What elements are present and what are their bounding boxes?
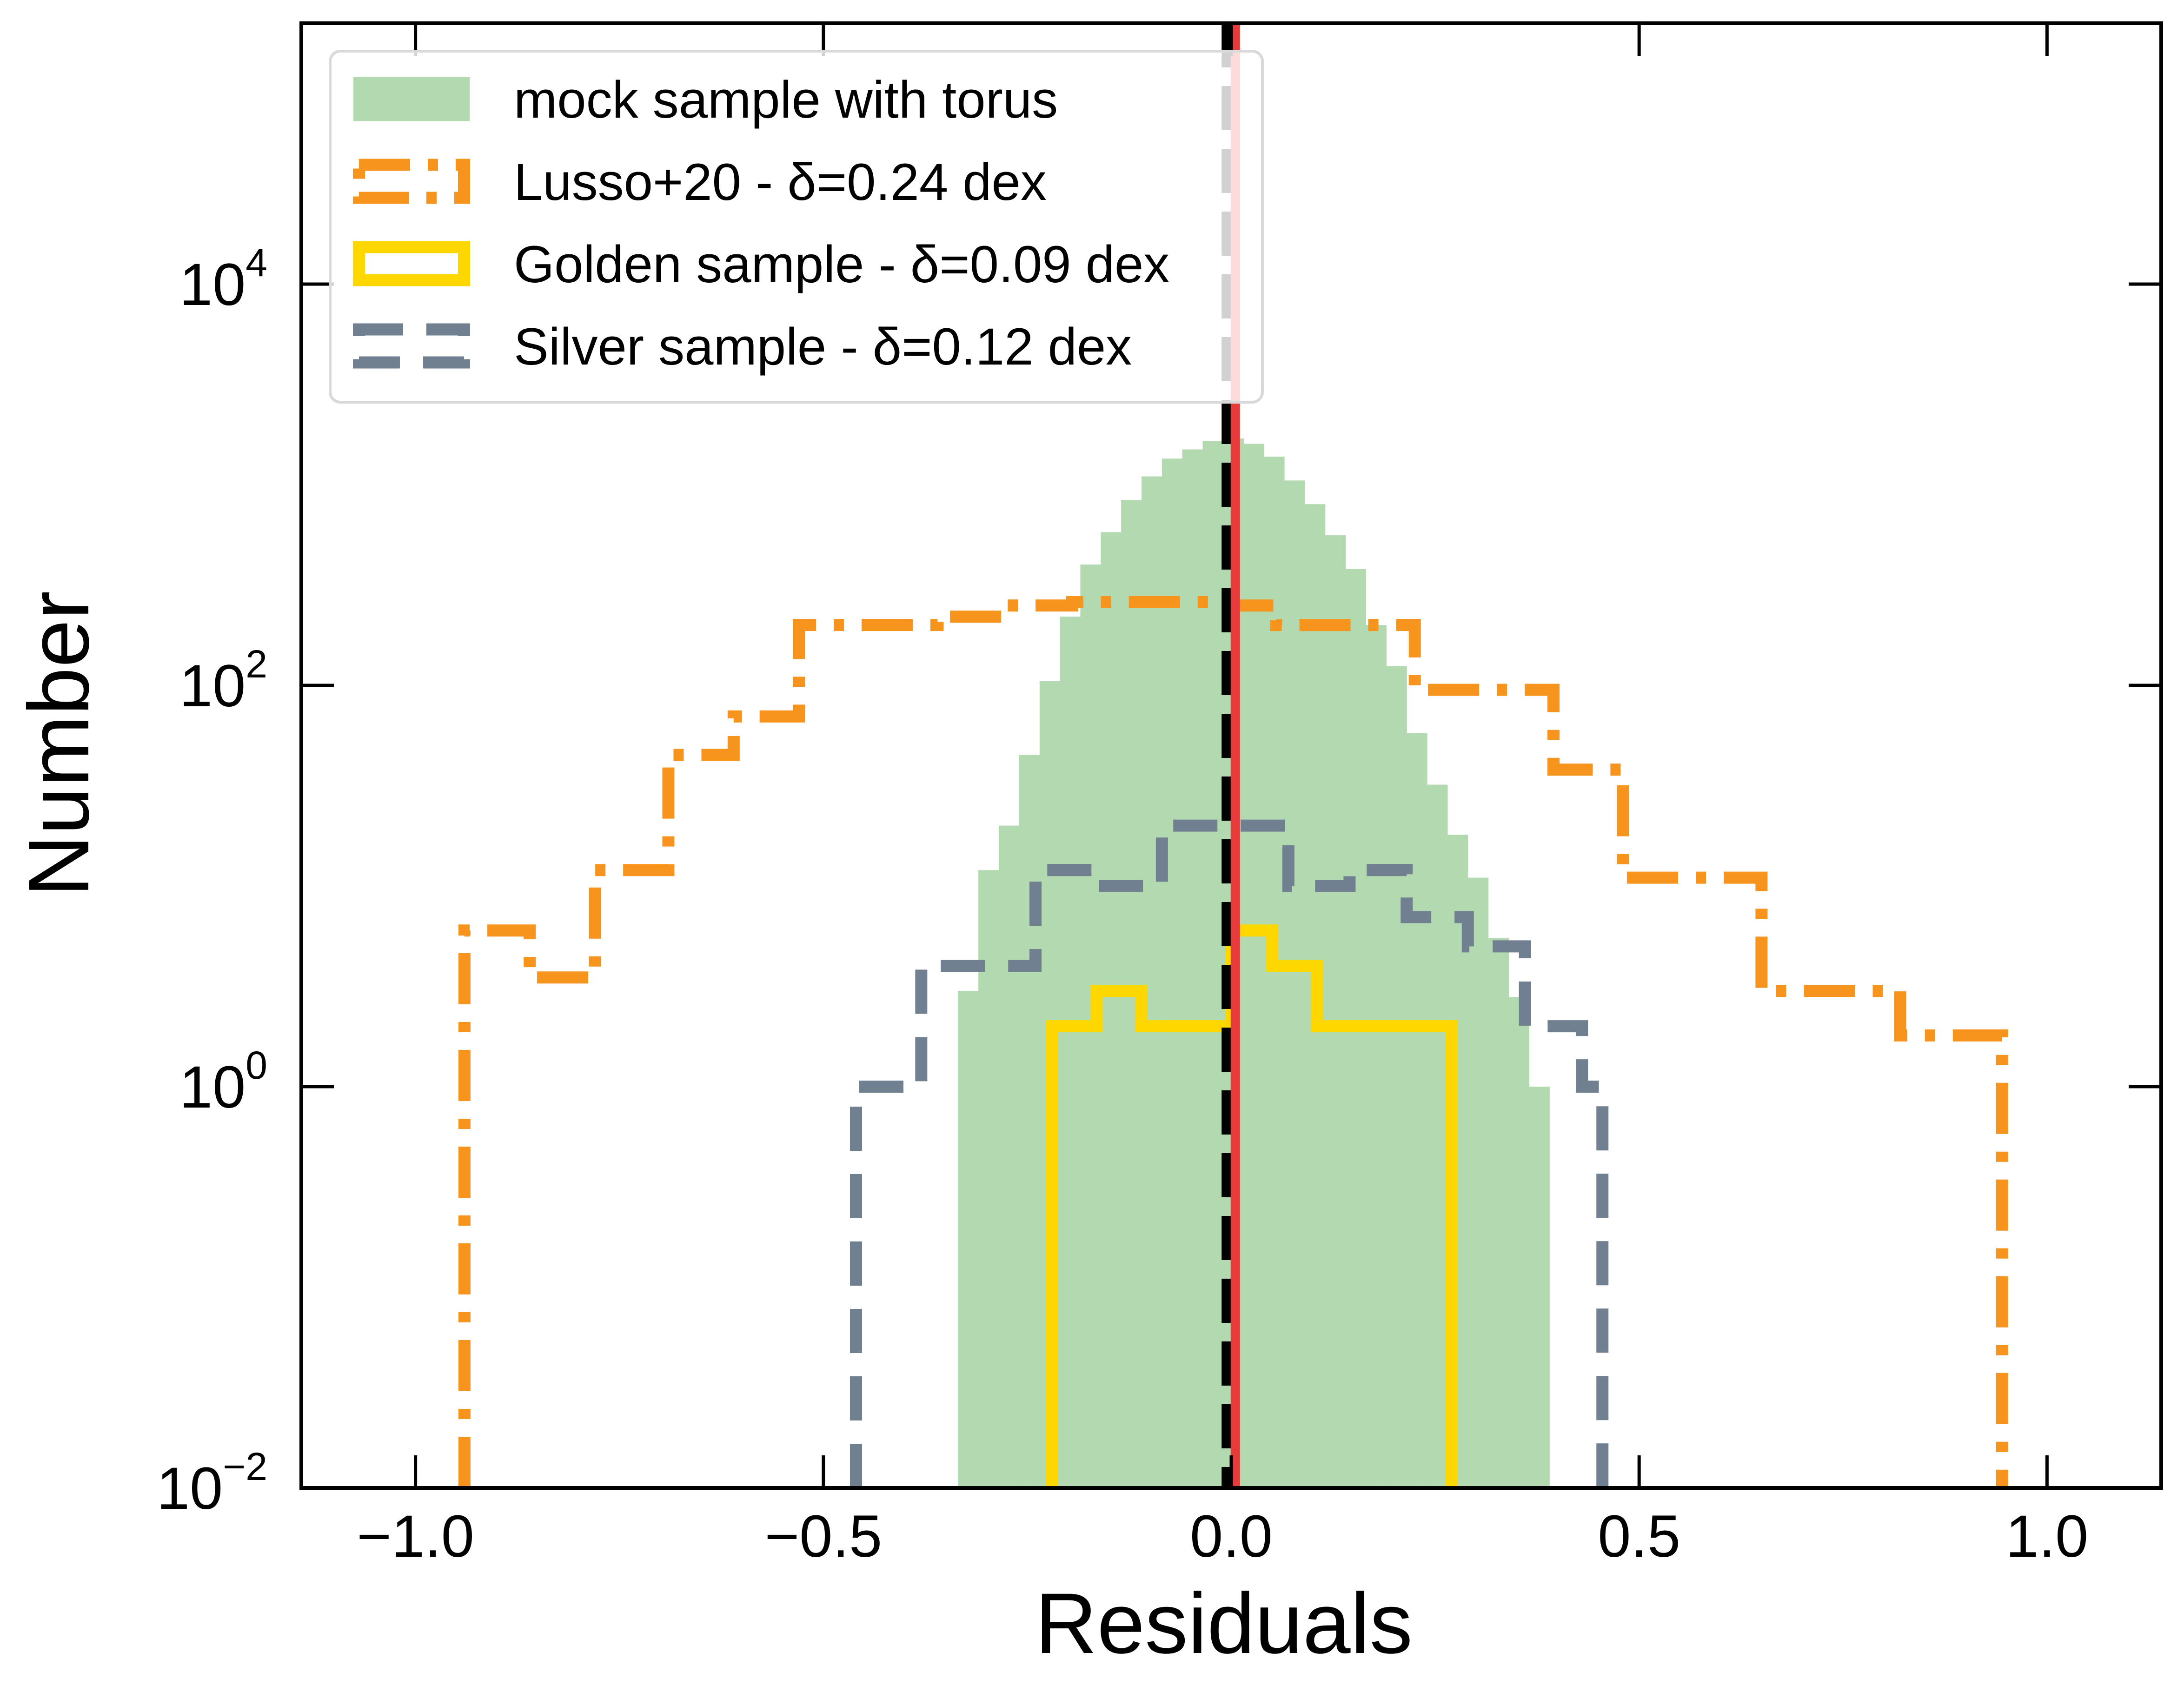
legend-entry-mock: mock sample with torus (353, 71, 1058, 129)
mock-bar-10 (1162, 458, 1183, 1488)
legend-label: mock sample with torus (514, 71, 1058, 129)
legend-swatch-mock (353, 77, 470, 121)
mock-bar-0 (958, 991, 979, 1488)
mock-bar-22 (1407, 733, 1427, 1488)
series-silver-step (850, 819, 1609, 1488)
x-tick-label: −1.0 (357, 1503, 474, 1570)
series-lusso-step (458, 596, 2008, 1488)
y-axis-title: Number (11, 591, 107, 897)
x-axis-title: Residuals (1035, 1576, 1413, 1672)
legend-entry-lusso: Lusso+20 - δ=0.24 dex (353, 153, 1047, 211)
mock-bar-23 (1427, 784, 1448, 1488)
legend-box (329, 50, 1264, 404)
y-tick-label: 100 (179, 1043, 267, 1121)
mock-bar-16 (1284, 480, 1305, 1488)
mock-bar-20 (1366, 625, 1387, 1488)
mock-bar-27 (1508, 997, 1529, 1488)
x-tick-label: 0.5 (1598, 1503, 1680, 1570)
legend-label: Lusso+20 - δ=0.24 dex (514, 153, 1047, 211)
legend-label: Golden sample - δ=0.09 dex (514, 235, 1169, 293)
legend: mock sample with torus Lusso+20 - δ=0.24 … (329, 50, 1264, 404)
mock-bar-26 (1488, 938, 1509, 1488)
mock-bar-21 (1386, 666, 1407, 1488)
series-mock (958, 438, 1550, 1488)
mock-bar-11 (1182, 449, 1203, 1488)
legend-entry-silver: Silver sample - δ=0.12 dex (353, 318, 1132, 376)
plot-area (458, 23, 2008, 1488)
mock-bar-3 (1019, 755, 1040, 1488)
y-tick-label: 104 (179, 241, 267, 318)
y-tick-label: 102 (179, 642, 267, 719)
mock-bar-28 (1529, 1086, 1550, 1488)
legend-swatch-lusso (353, 159, 470, 204)
mock-bar-14 (1243, 444, 1264, 1488)
mock-bar-1 (978, 870, 999, 1488)
plot-content (458, 23, 2008, 1488)
legend-entry-golden: Golden sample - δ=0.09 dex (353, 235, 1169, 293)
mock-bar-7 (1101, 532, 1122, 1488)
mock-bar-9 (1142, 476, 1162, 1488)
x-tick-label: 1.0 (2005, 1503, 2088, 1570)
legend-label: Silver sample - δ=0.12 dex (514, 318, 1132, 376)
x-tick-label: −0.5 (764, 1503, 882, 1570)
y-tick-label: 10−2 (157, 1445, 267, 1522)
legend-swatch-golden (353, 241, 470, 286)
axis-ticks: −1.0 −0.5 0.0 0.5 1.0 10−2 100 102 104 (157, 21, 2163, 1570)
mock-bar-18 (1325, 535, 1346, 1488)
mock-bar-5 (1060, 617, 1081, 1488)
mock-bar-12 (1202, 441, 1224, 1488)
mock-bar-25 (1467, 877, 1489, 1488)
x-tick-label: 0.0 (1190, 1503, 1273, 1570)
mock-bar-2 (999, 825, 1020, 1488)
